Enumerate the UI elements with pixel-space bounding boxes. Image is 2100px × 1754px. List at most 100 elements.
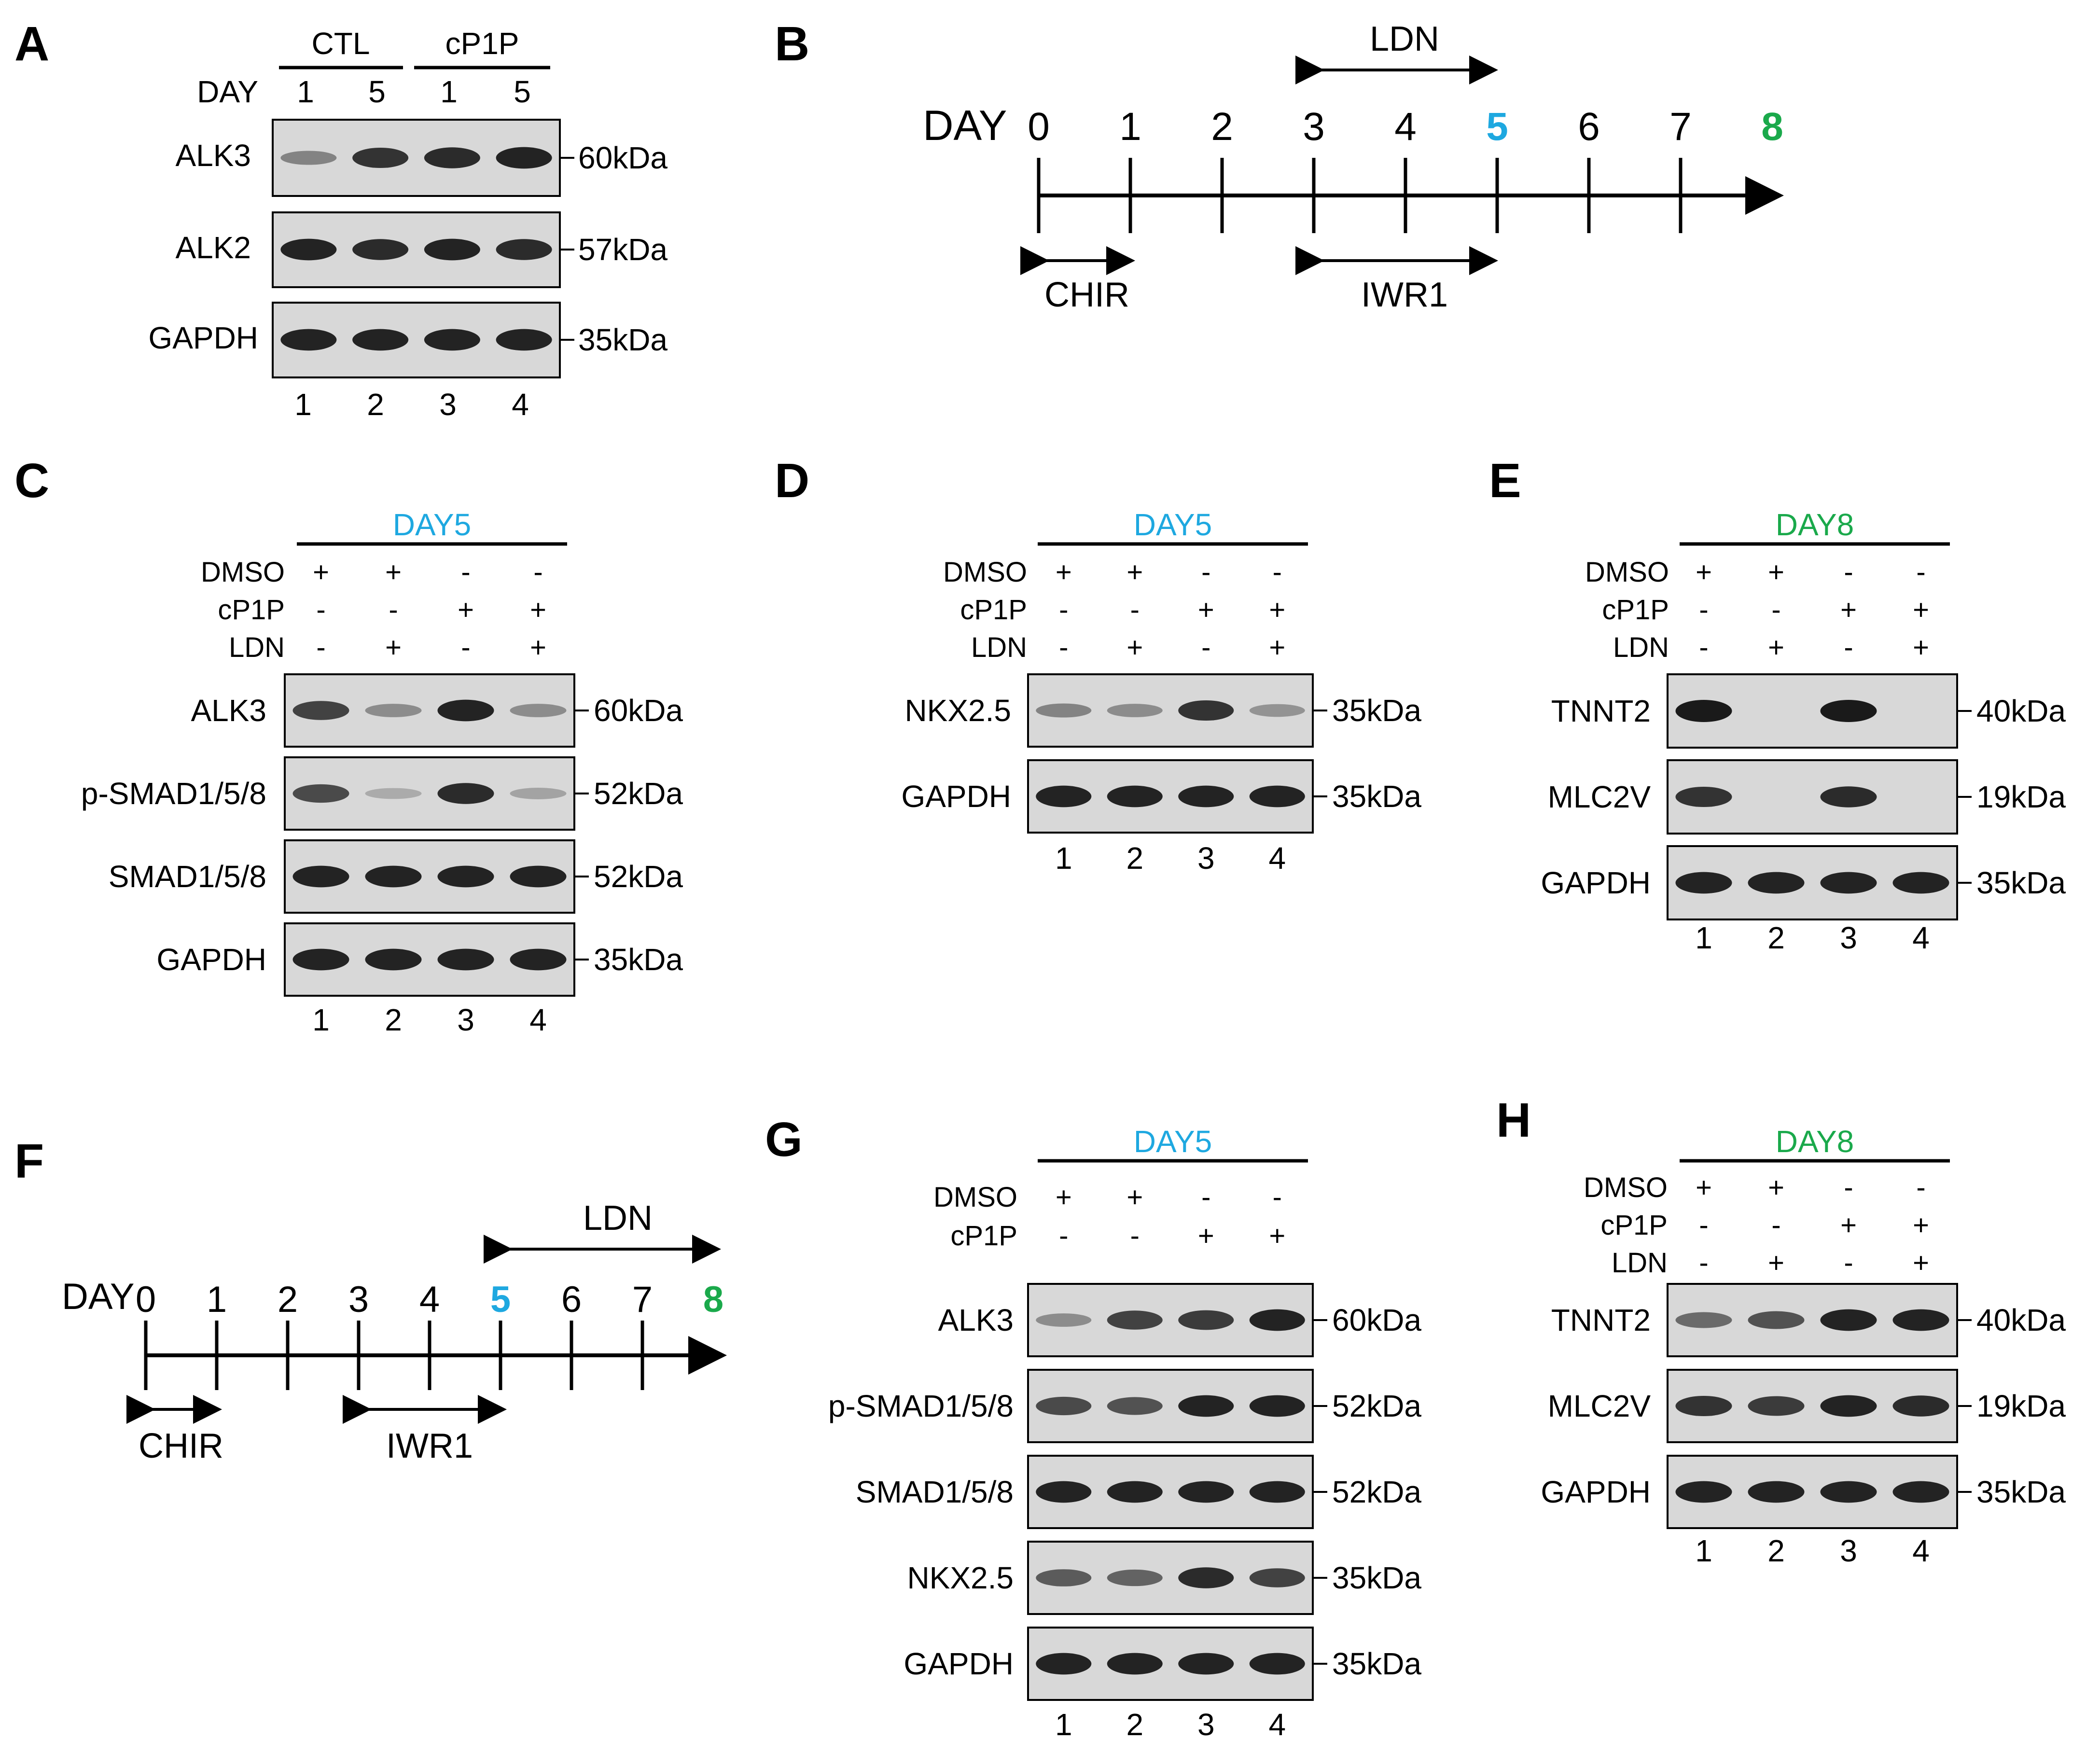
band — [1178, 1481, 1234, 1503]
panel-letter-a: A — [14, 17, 49, 71]
lane-number: 1 — [1055, 1707, 1072, 1742]
blot-alk3: ALK3 60kDa — [191, 673, 683, 748]
lane-number: 4 — [1268, 1707, 1286, 1742]
day-header: DAY8 — [1776, 507, 1854, 542]
band — [1178, 1567, 1234, 1588]
band — [1892, 1309, 1949, 1331]
day-header: DAY5 — [1134, 507, 1212, 542]
blot-nkx2-5: NKX2.5 35kDa — [904, 673, 1421, 748]
treatment-label: DMSO — [1585, 557, 1669, 588]
band — [1675, 786, 1732, 807]
timeline-tick-label: 2 — [1211, 105, 1233, 149]
band — [1036, 1396, 1092, 1416]
timeline-ticks: 0 1 2 3 4 5 6 7 8 — [136, 1279, 723, 1390]
treatment-sign: - — [1273, 557, 1282, 588]
treatment-sign: - — [316, 594, 325, 626]
bands-layer — [280, 147, 1949, 1675]
treatment-label: DMSO — [1584, 1172, 1668, 1203]
treatment-label: DMSO — [201, 557, 285, 588]
timeline-tick-label: 7 — [1669, 105, 1692, 149]
treatment-sign: + — [1126, 1182, 1143, 1213]
lane-number: 1 — [312, 1002, 330, 1037]
band — [424, 238, 480, 261]
treatment-sign: + — [1913, 1247, 1929, 1279]
panel-letter-e: E — [1489, 454, 1521, 508]
kda-label: 60kDa — [594, 693, 683, 728]
iwr1-range: IWR1 — [343, 1395, 507, 1465]
kda-label: 35kDa — [1332, 1646, 1421, 1681]
band — [496, 147, 552, 169]
treatment-sign: - — [1844, 1172, 1853, 1203]
blot-label: GAPDH — [901, 779, 1011, 814]
treatment-sign: - — [1059, 594, 1068, 626]
band — [352, 239, 409, 260]
timeline-tick-label: 8 — [1761, 105, 1783, 149]
treatment-sign: - — [1844, 632, 1853, 663]
blot-alk3: ALK3 60kDa — [175, 119, 668, 197]
band — [1178, 1395, 1234, 1417]
lane-number: 1 — [1055, 841, 1072, 876]
treatment-sign: - — [1916, 1172, 1925, 1203]
treatment-label: cP1P — [218, 594, 285, 626]
band — [1892, 1481, 1949, 1503]
timeline-tick-label: 6 — [561, 1279, 582, 1320]
day-value-1: 1 — [297, 74, 314, 109]
band — [1107, 785, 1163, 807]
band — [1675, 700, 1732, 722]
treatment-sign: + — [385, 632, 402, 663]
band — [510, 865, 567, 888]
treatment-sign: - — [1771, 1210, 1780, 1241]
treatment-sign: + — [1269, 594, 1285, 626]
band — [1107, 1310, 1163, 1330]
day-value-4: 5 — [514, 74, 531, 109]
band — [1249, 785, 1305, 807]
lane-number: 1 — [1695, 1533, 1712, 1568]
band — [365, 788, 422, 799]
treatment-sign: - — [1201, 632, 1210, 663]
blot-tnnt2: TNNT2 40kDa — [1551, 673, 2066, 749]
kda-label: 35kDa — [578, 322, 668, 357]
treatment-sign: + — [1056, 557, 1072, 588]
kda-label: 19kDa — [1976, 780, 2066, 814]
kda-label: 52kDa — [594, 859, 683, 894]
treatment-sign: + — [1768, 1247, 1784, 1279]
timeline-tick-label: 8 — [703, 1279, 723, 1320]
band — [1249, 704, 1305, 717]
band — [510, 704, 567, 717]
treatment-label: cP1P — [960, 594, 1027, 626]
band — [352, 147, 409, 168]
band — [365, 948, 422, 971]
treatment-sign: - — [1699, 594, 1708, 626]
treatment-sign: - — [1844, 1247, 1853, 1279]
band — [510, 788, 567, 799]
band — [1107, 1569, 1163, 1587]
kda-label: 52kDa — [1332, 1475, 1421, 1509]
band — [1892, 1395, 1949, 1417]
treatment-sign: - — [533, 557, 542, 588]
treatment-sign: - — [316, 632, 325, 663]
timeline-tick-label: 0 — [136, 1279, 156, 1320]
treatment-sign: + — [313, 557, 329, 588]
group-label-cp1p: cP1P — [445, 26, 519, 61]
iwr1-label: IWR1 — [1361, 276, 1448, 314]
lane-number: 2 — [1767, 1533, 1785, 1568]
band — [365, 865, 422, 888]
treatment-sign: - — [1201, 557, 1210, 588]
iwr1-label: IWR1 — [386, 1427, 473, 1465]
timeline-tick-label: 0 — [1028, 105, 1050, 149]
ldn-range: LDN — [1295, 20, 1498, 84]
treatment-sign: - — [1844, 557, 1853, 588]
blot-label: p-SMAD1/5/8 — [81, 776, 266, 811]
band — [437, 948, 494, 971]
blot-label: MLC2V — [1548, 1389, 1651, 1423]
band — [280, 329, 337, 351]
band — [1178, 700, 1234, 721]
treatment-label: cP1P — [950, 1220, 1017, 1252]
panel-f-timeline: DAY 0 1 2 3 4 5 6 7 8 LDN CHIR IWR1 — [62, 1199, 727, 1465]
timeline-tick-label: 7 — [632, 1279, 653, 1320]
kda-label: 35kDa — [1332, 693, 1421, 728]
treatment-sign: + — [1198, 594, 1214, 626]
band — [437, 783, 494, 804]
timeline-tick-label: 4 — [1394, 105, 1417, 149]
timeline-tick-label: 5 — [1486, 105, 1508, 149]
